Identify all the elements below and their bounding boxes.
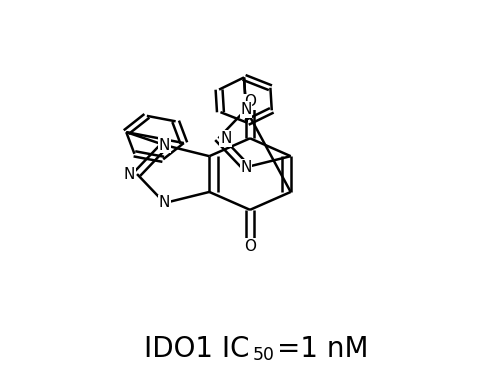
Text: N: N	[240, 160, 252, 175]
Text: N: N	[159, 196, 170, 210]
Text: O: O	[244, 239, 256, 254]
Text: IDO1 IC: IDO1 IC	[144, 335, 250, 363]
Text: N: N	[240, 102, 252, 117]
Text: O: O	[244, 94, 256, 109]
Text: 50: 50	[252, 346, 274, 364]
Text: N: N	[124, 167, 136, 181]
Text: N: N	[159, 138, 170, 153]
Text: N: N	[220, 131, 232, 146]
Text: =1 nM: =1 nM	[277, 335, 368, 363]
